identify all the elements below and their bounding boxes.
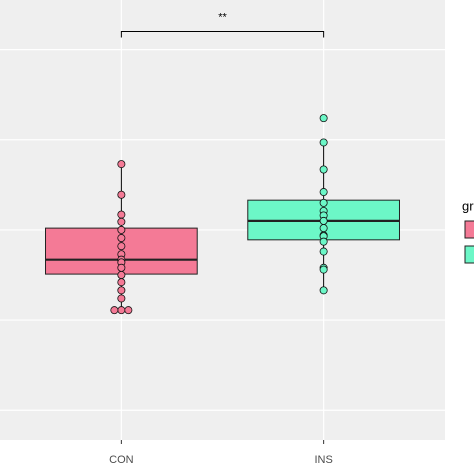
- data-point: [319, 237, 328, 246]
- data-point: [117, 234, 126, 243]
- data-point: [117, 217, 126, 226]
- data-point: [319, 224, 328, 233]
- x-tick-label: CON: [109, 454, 134, 466]
- x-tick-label: INS: [314, 454, 332, 466]
- data-point: [110, 306, 119, 315]
- data-point: [319, 165, 328, 174]
- data-point: [117, 278, 126, 287]
- data-point: [319, 216, 328, 225]
- data-point: [319, 286, 328, 295]
- data-point: [117, 294, 126, 303]
- data-point: [319, 188, 328, 197]
- significance-bracket: [120, 31, 325, 38]
- data-point: [117, 225, 126, 234]
- data-point: [117, 270, 126, 279]
- legend-key: [464, 245, 474, 264]
- data-point: [319, 138, 328, 147]
- significance-label: **: [218, 11, 227, 23]
- data-point: [117, 263, 126, 272]
- legend-key: [464, 220, 474, 239]
- data-point: [319, 265, 328, 274]
- data-point: [117, 242, 126, 251]
- data-point: [117, 160, 126, 169]
- legend-title: gr: [462, 198, 474, 213]
- data-point: [117, 190, 126, 199]
- data-point: [117, 210, 126, 219]
- data-point: [319, 247, 328, 256]
- data-point: [124, 306, 133, 315]
- data-point: [117, 306, 126, 315]
- data-point: [319, 114, 328, 123]
- data-point: [319, 198, 328, 207]
- data-point: [117, 286, 126, 295]
